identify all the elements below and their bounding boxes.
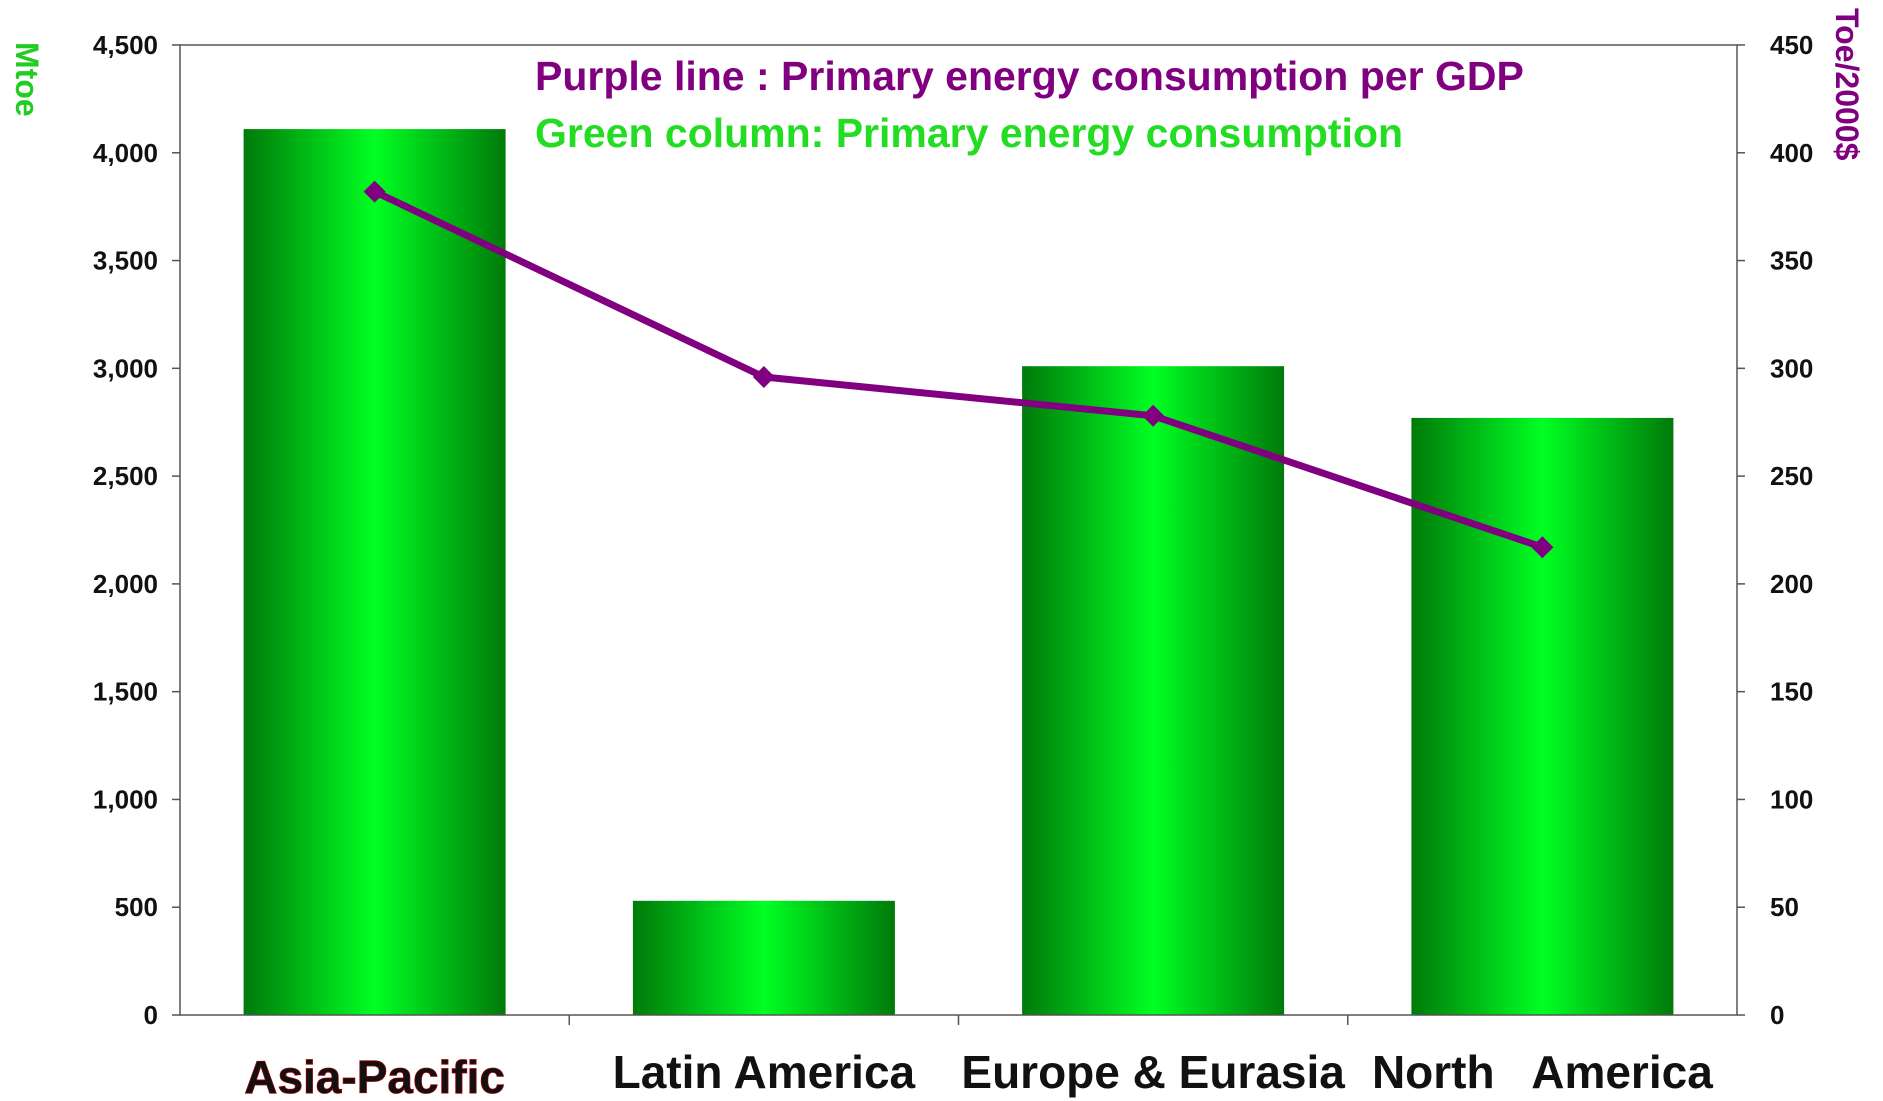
line-point-1 — [752, 365, 775, 388]
left-axis-title: Mtoe — [9, 42, 45, 117]
text-layer: 0 0 500 50 1,000 100 1,500 150 2,000 200 2,500 250 3… — [9, 8, 1865, 1101]
ytick-label-right: 150 — [1770, 677, 1813, 707]
ytick-label-left: 1,500 — [93, 677, 158, 707]
ytick-label-left: 3,500 — [93, 246, 158, 276]
bar-3 — [1411, 417, 1674, 1015]
legend-line-series: Purple line : Primary energy consumption… — [535, 53, 1524, 99]
ytick-label-left: 500 — [115, 892, 158, 922]
bar-2 — [1022, 366, 1285, 1015]
line-point-0 — [363, 180, 386, 203]
right-axis-title: Toe/2000$ — [1829, 8, 1865, 161]
ytick-label-right: 400 — [1770, 138, 1813, 168]
ytick-label-left: 0 — [144, 1000, 158, 1030]
ytick-label-left: 2,000 — [93, 569, 158, 599]
bars-layer — [243, 129, 1674, 1016]
line-point-2 — [1142, 404, 1165, 427]
ytick-label-right: 250 — [1770, 461, 1813, 491]
category-label-2: Europe & Eurasia — [961, 1046, 1345, 1098]
line-point-3 — [1531, 536, 1554, 559]
category-label-0: Asia-Pacific — [244, 1051, 505, 1101]
ytick-label-left: 2,500 — [93, 461, 158, 491]
ytick-label-right: 100 — [1770, 784, 1813, 814]
ytick-label-left: 1,000 — [93, 784, 158, 814]
axes-layer — [172, 44, 1745, 1025]
line-layer — [363, 180, 1554, 559]
category-label-1: Latin America — [613, 1046, 916, 1098]
ytick-label-right: 300 — [1770, 353, 1813, 383]
bar-1 — [632, 900, 895, 1015]
ytick-label-left: 3,000 — [93, 353, 158, 383]
ytick-label-right: 350 — [1770, 246, 1813, 276]
ytick-label-right: 450 — [1770, 30, 1813, 60]
ytick-label-right: 0 — [1770, 1000, 1784, 1030]
ytick-label-left: 4,000 — [93, 138, 158, 168]
ytick-label-right: 200 — [1770, 569, 1813, 599]
bar-0 — [243, 129, 506, 1016]
series-line — [373, 188, 1544, 551]
ytick-label-left: 4,500 — [93, 30, 158, 60]
category-label-3: North America — [1372, 1046, 1713, 1098]
legend-bar-series: Green column: Primary energy consumption — [535, 110, 1403, 156]
ytick-label-right: 50 — [1770, 892, 1799, 922]
